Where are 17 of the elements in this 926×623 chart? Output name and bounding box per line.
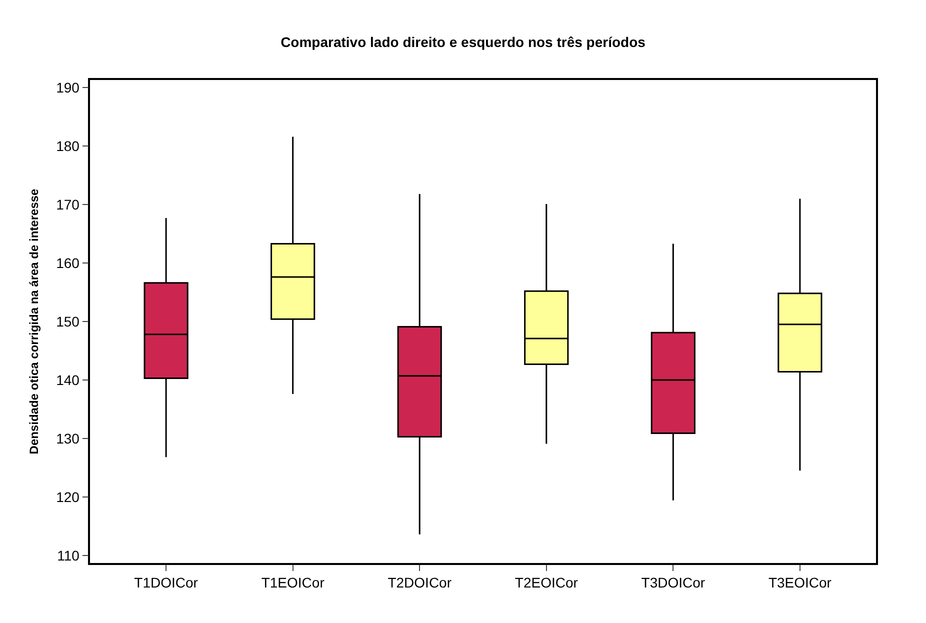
- x-tick-label: T3EOICor: [768, 574, 832, 591]
- x-tick-label: T2DOICor: [388, 574, 452, 591]
- x-tick-label: T3DOICor: [641, 574, 706, 591]
- y-tick-label: 110: [57, 547, 80, 564]
- y-tick-label: 140: [56, 372, 80, 388]
- x-tick-label: T1DOICor: [134, 574, 198, 591]
- y-tick-label: 160: [56, 254, 80, 271]
- x-tick-label: T2EOICor: [514, 574, 578, 591]
- y-tick-label: 190: [56, 80, 80, 96]
- y-axis-title: Densidade otica corrigida na área de interesse: [26, 188, 41, 454]
- y-tick-label: 130: [56, 430, 80, 446]
- y-tick-label: 170: [56, 196, 80, 212]
- chart-title: Comparativo lado direito e esquerdo nos três períodos: [280, 34, 646, 50]
- x-tick-label: T1EOICor: [261, 574, 325, 591]
- y-tick-label: 180: [56, 138, 80, 154]
- y-tick-label: 150: [56, 313, 80, 330]
- y-tick-label: 120: [56, 488, 80, 505]
